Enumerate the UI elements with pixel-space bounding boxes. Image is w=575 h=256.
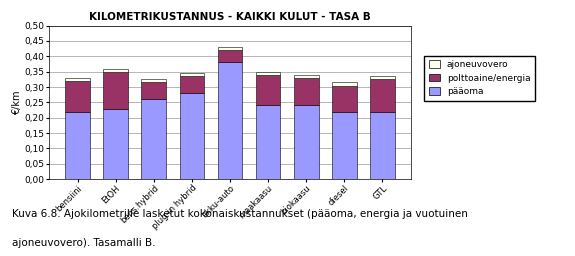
- Bar: [104, 69, 128, 72]
- Bar: [217, 50, 243, 62]
- Bar: [141, 99, 166, 179]
- Bar: [256, 72, 281, 75]
- Bar: [256, 75, 281, 105]
- Bar: [217, 62, 243, 179]
- Bar: [370, 79, 394, 112]
- Y-axis label: €/km: €/km: [12, 90, 22, 115]
- Bar: [104, 109, 128, 179]
- Bar: [332, 86, 356, 112]
- Bar: [66, 78, 90, 81]
- Bar: [217, 47, 243, 50]
- Bar: [66, 81, 90, 112]
- Bar: [179, 93, 204, 179]
- Bar: [104, 72, 128, 109]
- Bar: [179, 76, 204, 93]
- Title: KILOMETRIKUSTANNUS - KAIKKI KULUT - TASA B: KILOMETRIKUSTANNUS - KAIKKI KULUT - TASA…: [89, 12, 371, 22]
- Text: ajoneuvovero). Tasamalli B.: ajoneuvovero). Tasamalli B.: [12, 238, 155, 248]
- Bar: [370, 76, 394, 79]
- Legend: ajoneuvovero, polttoaine/energia, pääoma: ajoneuvovero, polttoaine/energia, pääoma: [424, 56, 535, 101]
- Bar: [332, 112, 356, 179]
- Bar: [256, 105, 281, 179]
- Bar: [370, 112, 394, 179]
- Bar: [141, 82, 166, 99]
- Bar: [294, 78, 319, 105]
- Bar: [141, 79, 166, 82]
- Bar: [179, 73, 204, 76]
- Bar: [294, 75, 319, 78]
- Bar: [332, 82, 356, 86]
- Text: Kuva 6.8. Ajokilometrille lasketut kokonaiskustannukset (pääoma, energia ja vuot: Kuva 6.8. Ajokilometrille lasketut kokon…: [12, 209, 467, 219]
- Bar: [66, 112, 90, 179]
- Bar: [294, 105, 319, 179]
